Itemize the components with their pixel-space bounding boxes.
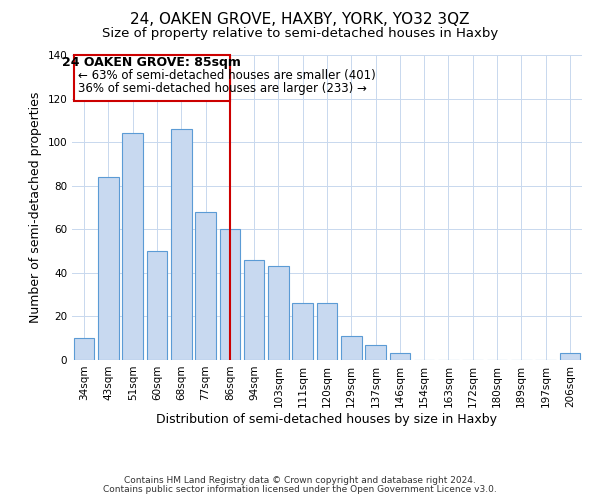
- Bar: [244, 260, 265, 360]
- Bar: [98, 177, 119, 360]
- Text: 36% of semi-detached houses are larger (233) →: 36% of semi-detached houses are larger (…: [77, 82, 367, 96]
- Bar: [74, 55, 230, 101]
- Bar: [341, 336, 362, 360]
- Y-axis label: Number of semi-detached properties: Number of semi-detached properties: [29, 92, 42, 323]
- Text: Size of property relative to semi-detached houses in Haxby: Size of property relative to semi-detach…: [102, 28, 498, 40]
- Bar: [220, 230, 240, 360]
- Bar: [560, 354, 580, 360]
- Text: Contains HM Land Registry data © Crown copyright and database right 2024.: Contains HM Land Registry data © Crown c…: [124, 476, 476, 485]
- X-axis label: Distribution of semi-detached houses by size in Haxby: Distribution of semi-detached houses by …: [157, 412, 497, 426]
- Bar: [195, 212, 216, 360]
- Bar: [171, 129, 191, 360]
- Bar: [365, 345, 386, 360]
- Bar: [122, 134, 143, 360]
- Bar: [389, 354, 410, 360]
- Bar: [292, 304, 313, 360]
- Bar: [146, 251, 167, 360]
- Text: ← 63% of semi-detached houses are smaller (401): ← 63% of semi-detached houses are smalle…: [77, 69, 376, 82]
- Bar: [317, 304, 337, 360]
- Text: 24 OAKEN GROVE: 85sqm: 24 OAKEN GROVE: 85sqm: [62, 56, 241, 69]
- Text: 24, OAKEN GROVE, HAXBY, YORK, YO32 3QZ: 24, OAKEN GROVE, HAXBY, YORK, YO32 3QZ: [130, 12, 470, 28]
- Text: Contains public sector information licensed under the Open Government Licence v3: Contains public sector information licen…: [103, 485, 497, 494]
- Bar: [268, 266, 289, 360]
- Bar: [74, 338, 94, 360]
